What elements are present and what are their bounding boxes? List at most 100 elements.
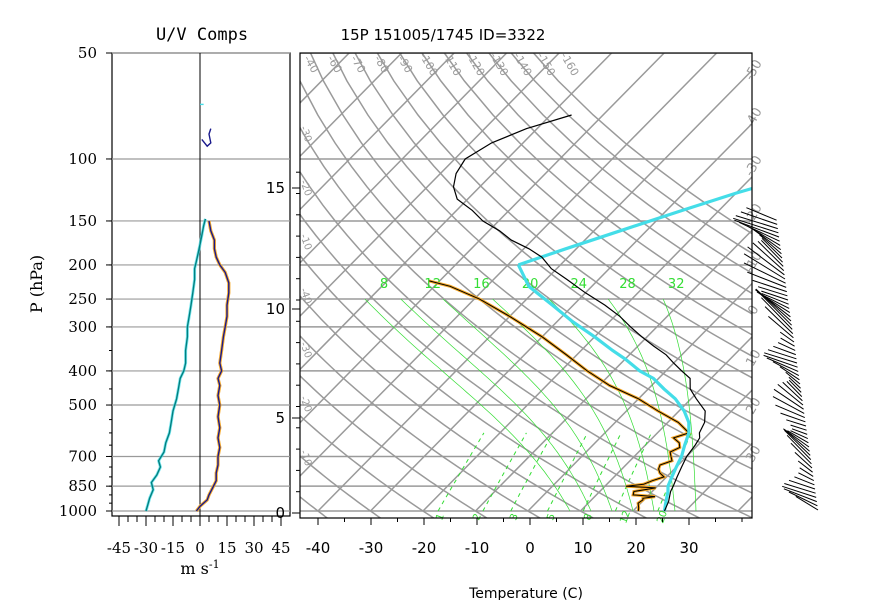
wind-barb xyxy=(794,452,813,469)
wind-barb xyxy=(761,290,789,301)
wind-barb xyxy=(746,207,777,221)
wind-barb xyxy=(780,412,806,423)
wind-barb xyxy=(767,349,797,360)
wind-barb xyxy=(753,229,782,251)
isotherm xyxy=(791,53,887,511)
uv-x-tick-label: 45 xyxy=(271,539,290,557)
dry-adiabat xyxy=(300,126,752,494)
dry-adiabat xyxy=(443,53,752,315)
wind-barb xyxy=(777,384,804,406)
adiabat-top-label: -40 xyxy=(301,53,321,75)
isotherm-edge-label: 10 xyxy=(743,347,764,369)
wind-barb xyxy=(775,404,805,419)
wind-barb xyxy=(790,442,812,465)
dry-adiabat xyxy=(300,79,752,470)
isotherm-edge-label: 20 xyxy=(743,395,764,417)
uv-panel: U/V Comps 501001502002503004005007008501… xyxy=(27,25,291,578)
moist-adiabat xyxy=(548,298,655,512)
wind-barb xyxy=(766,357,799,372)
wind-barb xyxy=(761,293,789,305)
uv-y-tick-label: 700 xyxy=(68,447,97,465)
dry-adiabat xyxy=(300,170,752,518)
skewt-x-label: Temperature (C) xyxy=(468,586,583,600)
wind-barb xyxy=(763,354,798,368)
dry-adiabat xyxy=(300,254,648,518)
adiabat-top-label: -160 xyxy=(558,50,582,78)
skewt-title: 15P 151005/1745 ID=3322 xyxy=(341,26,546,44)
uv-x-label-exp: -1 xyxy=(209,558,220,571)
mixing-ratio-line xyxy=(614,432,652,512)
wind-barb xyxy=(788,479,816,490)
wind-barb xyxy=(797,460,813,473)
dry-adiabat xyxy=(300,414,435,518)
uv-y-tick-label: 850 xyxy=(68,477,97,495)
mixing-ratio-label: 1 xyxy=(434,512,447,522)
left-edge-label: -10 xyxy=(297,449,313,468)
skewt-plot-frame xyxy=(299,52,753,519)
dry-adiabat xyxy=(300,374,488,518)
uv-x-tick-label: -15 xyxy=(161,539,185,557)
wind-barb xyxy=(757,286,788,297)
left-edge-label: -20 xyxy=(297,179,313,198)
isotherm xyxy=(300,53,403,158)
mixing-ratio-line xyxy=(510,432,554,512)
moist-adiabat xyxy=(364,298,571,512)
wind-barb xyxy=(779,331,795,343)
isotherm xyxy=(527,282,752,512)
temperature-line xyxy=(452,114,706,512)
adiabat-top-label: -130 xyxy=(487,50,511,78)
wind-barb xyxy=(780,337,795,347)
wind-barbs xyxy=(733,207,819,511)
skewt-series xyxy=(428,114,752,512)
left-edge-label: -30 xyxy=(297,341,313,360)
left-edge-label: -40 xyxy=(297,287,313,306)
dry-adiabat xyxy=(300,334,542,518)
wind-barb xyxy=(783,488,817,503)
uv-title: U/V Comps xyxy=(156,25,248,45)
uv-x-label: m s-1 xyxy=(180,558,219,578)
wind-barb xyxy=(759,234,782,255)
isotherm xyxy=(317,69,752,512)
wind-barb xyxy=(798,472,815,482)
wind-barb xyxy=(786,419,807,427)
skewt-x-tick-label: 20 xyxy=(626,539,645,557)
moist-adiabat-label: 28 xyxy=(619,277,636,292)
wind-barb xyxy=(787,430,809,444)
moist-adiabat-label: 8 xyxy=(380,277,388,292)
dewpoint-line xyxy=(428,279,692,512)
wind-barb xyxy=(733,217,779,234)
left-edge-label: -10 xyxy=(297,233,313,252)
moist-adiabat-label: 24 xyxy=(571,277,588,292)
wind-barb xyxy=(760,239,783,263)
dry-adiabat xyxy=(354,53,752,401)
uv-v-line xyxy=(195,220,230,512)
wind-barb xyxy=(772,396,805,414)
isotherm xyxy=(474,229,752,512)
isotherm-edge-label: -30 xyxy=(742,153,766,179)
mixing-ratio-label: 12 xyxy=(618,509,633,525)
uv-y-tick-label: 1000 xyxy=(59,502,97,520)
skewt-x-tick-label: -40 xyxy=(306,539,331,557)
dry-adiabat xyxy=(300,455,382,518)
wind-barb xyxy=(782,485,817,498)
height-tick-label: 10 xyxy=(266,300,285,318)
dry-adiabat xyxy=(300,213,701,518)
height-tick-label: 15 xyxy=(266,179,285,197)
wind-barb xyxy=(790,424,807,431)
wind-barb xyxy=(784,429,810,448)
uv-y-tick-label: 100 xyxy=(68,150,97,168)
left-edge-label: -20 xyxy=(297,395,313,414)
isotherm xyxy=(300,53,560,318)
uv-pressure-grid xyxy=(112,52,290,512)
mixing-ratio-label: 8 xyxy=(582,512,595,522)
adiabat-top-label: -120 xyxy=(464,50,488,78)
p-axis-label: P (hPa) xyxy=(27,255,46,313)
dry-adiabat xyxy=(300,495,329,518)
wind-barb xyxy=(739,221,780,242)
mixing-ratio-label: 5 xyxy=(545,512,558,522)
moist-adiabat-label: 16 xyxy=(473,277,490,292)
height-tick-label: 5 xyxy=(275,409,285,427)
skewt-x-tick-label: -10 xyxy=(465,539,490,557)
skewt-x-tick-label: 30 xyxy=(679,539,698,557)
